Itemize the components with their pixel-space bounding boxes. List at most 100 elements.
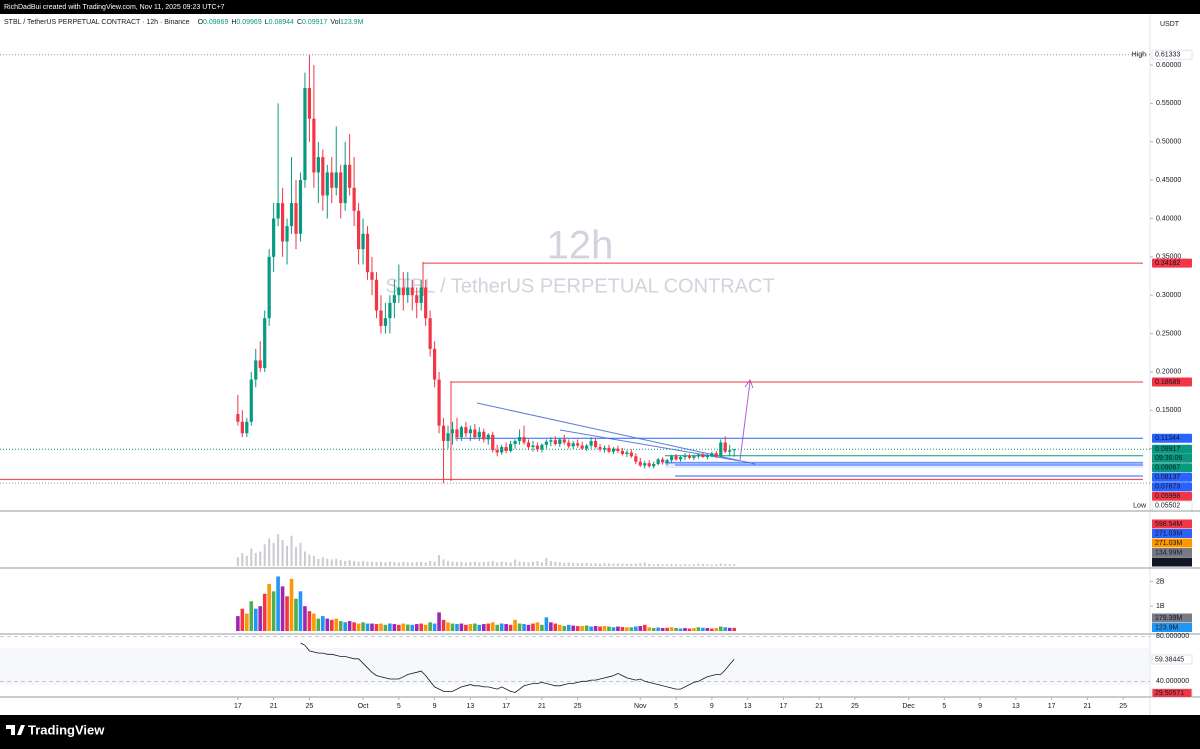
candle-body — [267, 256, 271, 319]
volume-bar — [442, 559, 445, 566]
volume-bar — [487, 561, 490, 566]
volume-bar — [348, 560, 351, 566]
price-tag: Low — [1133, 503, 1147, 510]
candle-body — [450, 429, 455, 434]
legend-value: 0.08944 — [269, 19, 294, 26]
candle-body — [482, 431, 486, 440]
volume-bar-colored — [316, 618, 321, 631]
candle-body — [585, 445, 589, 449]
brand-name: TradingView — [28, 722, 105, 737]
volume-bar-colored — [486, 623, 491, 631]
volume-bar — [715, 564, 718, 566]
x-tick-label: 5 — [942, 703, 946, 710]
x-tick-label: 13 — [744, 703, 752, 710]
volume-bar-colored — [696, 627, 701, 631]
volume-bar-colored — [683, 628, 687, 631]
candle-body — [468, 429, 472, 434]
volume-bar-colored — [236, 616, 240, 631]
legend: STBL / TetherUS PERPETUAL CONTRACT · 12h… — [4, 19, 364, 26]
candle-body — [620, 450, 624, 454]
candle-body — [732, 449, 736, 451]
volume-bar-colored — [262, 593, 267, 631]
price-label: 0.34182 — [1155, 260, 1180, 267]
candle-body — [571, 443, 575, 447]
volume-bar — [567, 562, 570, 566]
price-label-bg — [1152, 491, 1192, 501]
y-tick-label: 0.20000 — [1156, 369, 1181, 376]
y-tick-label: 0.35000 — [1156, 254, 1181, 261]
y-tick-label: 2B — [1156, 578, 1165, 585]
y-tick-label: 0.45000 — [1156, 177, 1181, 184]
volume-bar — [697, 563, 700, 566]
candle-body — [544, 441, 548, 445]
candle-body — [656, 459, 660, 464]
volume-bar-colored — [499, 623, 504, 631]
volume-bar — [393, 561, 396, 566]
currency: USDT — [1160, 21, 1180, 28]
volume-bar — [330, 559, 333, 566]
volume-bar-colored — [513, 619, 517, 631]
volume-bar-colored — [240, 608, 245, 631]
volume-bar — [514, 559, 517, 566]
volume-bar — [531, 561, 534, 566]
volume-bar — [281, 540, 284, 566]
volume-bar — [250, 548, 253, 566]
volume-bar — [607, 563, 610, 566]
x-tick-label: 25 — [306, 703, 314, 710]
y-tick-label: 0.55000 — [1156, 100, 1181, 107]
volume-bar — [675, 564, 678, 566]
candle-body — [728, 450, 732, 452]
volume-bar — [326, 558, 329, 566]
volume-bar — [657, 563, 660, 566]
candle-body — [625, 452, 629, 454]
volume-label-bg — [1152, 557, 1192, 567]
volume-bar — [420, 561, 423, 566]
candle-body — [517, 437, 522, 441]
volume-bar-colored — [410, 624, 415, 631]
candle-body — [428, 318, 432, 349]
volume-bar — [362, 560, 365, 566]
candle-body — [602, 447, 607, 450]
volume-label-bg — [1152, 623, 1192, 632]
candle-body — [535, 445, 540, 450]
candle-body — [316, 157, 320, 173]
volume-bar — [371, 561, 374, 566]
candle-body — [272, 218, 276, 257]
volume-bar-colored — [611, 627, 616, 631]
x-tick-label: 17 — [1048, 703, 1056, 710]
volume-bar — [388, 561, 391, 566]
volume-bar — [545, 558, 548, 566]
rsi-label-bg — [1151, 688, 1193, 699]
volume-bar-colored — [473, 623, 477, 631]
candle-body — [674, 456, 678, 460]
candle-body — [719, 442, 723, 457]
legend-value: 123.9M — [340, 19, 364, 26]
volume-bar — [339, 560, 342, 566]
candle-body — [339, 172, 343, 204]
x-tick-label: 9 — [433, 703, 437, 710]
candle-body — [647, 463, 651, 467]
volume-bar — [625, 563, 628, 566]
candle-body — [701, 454, 705, 458]
x-tick-label: 5 — [397, 703, 401, 710]
volume-bar — [317, 558, 320, 566]
volume-label-bg — [1152, 519, 1192, 529]
volume-bar-colored — [481, 624, 486, 631]
rsi-label-bg — [1151, 654, 1193, 665]
volume-bar — [366, 561, 369, 566]
volume-bar-colored — [495, 624, 500, 631]
price-label-bg — [1152, 463, 1192, 473]
x-tick-label: 13 — [466, 703, 474, 710]
volume-bar — [299, 542, 302, 566]
volume-bar — [648, 563, 651, 566]
volume-bar-colored — [598, 626, 602, 631]
volume-bar — [491, 560, 494, 566]
volume-bar-colored — [616, 626, 620, 631]
brand: TradingView — [6, 722, 105, 737]
volume-bar — [733, 564, 736, 566]
volume-bar-colored — [307, 611, 312, 631]
candle-body — [379, 310, 383, 326]
volume-bar-colored — [647, 627, 652, 631]
volume-bar-colored — [388, 623, 392, 631]
volume-bar-colored — [629, 627, 634, 631]
